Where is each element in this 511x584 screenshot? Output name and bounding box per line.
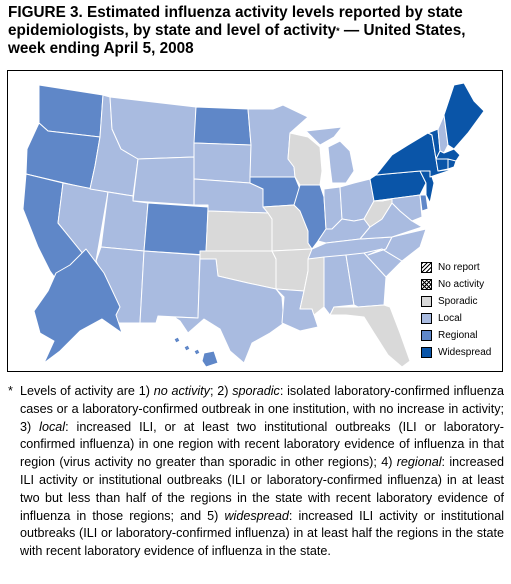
state-FL xyxy=(329,304,411,368)
legend-item-sporadic: Sporadic xyxy=(421,294,477,308)
legend-label-widespread: Widespread xyxy=(438,346,492,358)
state-WY xyxy=(132,156,195,206)
title-line-1: FIGURE 3. Estimated influenza activity l… xyxy=(8,4,463,21)
footnote-part-5: : increased ILI activity or institutiona… xyxy=(20,455,504,523)
legend-item-local: Local xyxy=(421,311,462,325)
state-NH xyxy=(437,114,449,154)
footnote: * Levels of activity are 1) no activity;… xyxy=(8,383,504,561)
map-frame: No report No activity Sporadic Local Reg… xyxy=(7,70,503,372)
legend-swatch-widespread xyxy=(421,346,432,358)
states-group xyxy=(22,82,485,368)
legend-item-no-report: No report xyxy=(421,260,480,274)
state-ME xyxy=(443,82,485,150)
legend-label-regional: Regional xyxy=(438,329,478,341)
title-line-2-text: epidemiologists, by state and level of a… xyxy=(8,22,337,39)
legend-label-local: Local xyxy=(438,312,462,324)
us-map xyxy=(22,82,485,368)
state-NC xyxy=(367,228,427,262)
legend-swatch-no-report xyxy=(421,261,432,273)
state-MI xyxy=(305,126,355,184)
legend-swatch-local xyxy=(421,312,432,324)
legend-label-sporadic: Sporadic xyxy=(438,295,478,307)
title-line-3: week ending April 5, 2008 xyxy=(8,40,194,57)
footnote-part-6: : increased ILI activity or institutiona… xyxy=(20,508,505,559)
state-ND xyxy=(193,106,252,146)
state-AK xyxy=(33,248,123,364)
figure-title: FIGURE 3. Estimated influenza activity l… xyxy=(8,4,504,58)
state-CT xyxy=(435,158,449,172)
title-line-2: epidemiologists, by state and level of a… xyxy=(8,22,504,40)
footnote-text: Levels of activity are 1) no activity; 2… xyxy=(8,383,504,561)
state-NM xyxy=(139,250,201,324)
title-footnote-mark: * xyxy=(336,26,340,36)
footnote-term-widespread: widespread xyxy=(224,508,289,523)
footnote-part-2: ; 2) xyxy=(209,384,233,398)
state-SD xyxy=(193,142,252,184)
legend-swatch-no-activity xyxy=(421,278,432,290)
legend-swatch-sporadic xyxy=(421,295,432,307)
state-RI xyxy=(447,158,457,170)
legend-label-no-report: No report xyxy=(438,261,480,273)
footnote-part-4: : increased ILI, or at least two institu… xyxy=(20,419,504,470)
state-CO xyxy=(143,202,209,256)
legend-label-no-activity: No activity xyxy=(438,278,485,290)
footnote-part-3: : isolated laboratory-confirmed influenz… xyxy=(20,384,505,434)
footnote-term-sporadic: sporadic xyxy=(232,384,280,398)
legend-swatch-regional xyxy=(421,329,432,341)
legend-item-no-activity: No activity xyxy=(421,277,484,291)
footnote-term-local: local xyxy=(39,419,66,434)
state-TX xyxy=(173,258,285,364)
state-WA xyxy=(38,84,104,138)
state-MT xyxy=(109,96,197,160)
legend-item-widespread: Widespread xyxy=(421,345,491,359)
footnote-part-1: Levels of activity are 1) xyxy=(20,384,154,398)
legend-item-regional: Regional xyxy=(421,328,477,342)
state-KS xyxy=(205,210,273,252)
footnote-term-regional: regional xyxy=(396,455,442,470)
title-line-2-rest: — United States, xyxy=(339,22,466,39)
state-DE xyxy=(419,194,429,212)
footnote-mark: * xyxy=(8,384,13,398)
footnote-term-no-activity: no activity xyxy=(153,384,210,398)
state-HI xyxy=(173,336,219,368)
